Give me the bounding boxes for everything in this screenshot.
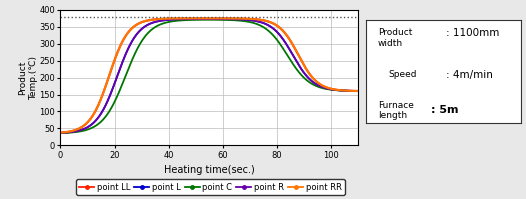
Line: point LL: point LL bbox=[60, 18, 358, 133]
Line: point L: point L bbox=[60, 19, 358, 133]
Line: point RR: point RR bbox=[60, 18, 358, 133]
point C bbox=[202, 19, 208, 21]
point RR bbox=[346, 90, 352, 92]
Text: Furnace
length: Furnace length bbox=[378, 101, 414, 120]
point R bbox=[194, 18, 200, 20]
point LL bbox=[291, 47, 298, 49]
point RR bbox=[346, 90, 352, 92]
point L bbox=[194, 18, 200, 20]
point LL bbox=[203, 17, 209, 20]
Text: : 4m/min: : 4m/min bbox=[446, 70, 493, 80]
point R bbox=[291, 57, 298, 60]
point RR bbox=[194, 17, 200, 20]
point RR bbox=[202, 17, 208, 20]
point L bbox=[202, 18, 208, 20]
point C bbox=[346, 90, 352, 92]
Legend: point LL, point L, point C, point R, point RR: point LL, point L, point C, point R, poi… bbox=[76, 179, 345, 195]
point C bbox=[206, 19, 212, 21]
point R bbox=[346, 90, 352, 92]
point RR bbox=[57, 132, 64, 134]
point LL bbox=[57, 132, 64, 134]
point L bbox=[355, 90, 361, 92]
Text: Product
width: Product width bbox=[378, 28, 412, 48]
point RR bbox=[355, 90, 361, 92]
point L bbox=[57, 132, 64, 134]
point RR bbox=[203, 17, 209, 20]
point LL bbox=[346, 90, 352, 92]
point R bbox=[57, 132, 64, 134]
Line: point R: point R bbox=[60, 19, 358, 133]
point LL bbox=[194, 17, 200, 20]
point C bbox=[346, 90, 352, 92]
point R bbox=[346, 90, 352, 92]
point C bbox=[73, 131, 79, 133]
point L bbox=[204, 18, 210, 20]
point C bbox=[291, 65, 298, 68]
X-axis label: Heating time(sec.): Heating time(sec.) bbox=[164, 165, 255, 175]
point R bbox=[202, 18, 208, 20]
point C bbox=[57, 132, 64, 134]
Y-axis label: Product
Temp.(℃): Product Temp.(℃) bbox=[18, 56, 38, 100]
point C bbox=[194, 19, 200, 21]
point C bbox=[355, 90, 361, 92]
point L bbox=[291, 57, 298, 60]
Text: : 1100mm: : 1100mm bbox=[446, 28, 500, 38]
point RR bbox=[291, 47, 298, 49]
point LL bbox=[355, 90, 361, 92]
Text: : 5m: : 5m bbox=[431, 105, 458, 115]
point L bbox=[73, 130, 79, 133]
point L bbox=[346, 90, 352, 92]
point L bbox=[346, 90, 352, 92]
point LL bbox=[346, 90, 352, 92]
point R bbox=[73, 130, 79, 133]
point LL bbox=[73, 129, 79, 131]
point RR bbox=[73, 129, 79, 131]
point LL bbox=[202, 17, 208, 20]
Text: Speed: Speed bbox=[389, 70, 417, 79]
point R bbox=[355, 90, 361, 92]
point R bbox=[204, 18, 210, 20]
Line: point C: point C bbox=[60, 20, 358, 133]
